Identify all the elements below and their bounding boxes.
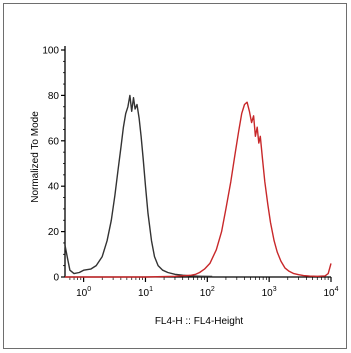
x-tick-label: 104: [323, 286, 338, 299]
x-axis-title: FL4-H :: FL4-Height: [155, 316, 244, 327]
series-2-line: [65, 101, 332, 278]
chart-frame: [3, 3, 347, 349]
y-tick-label: 60: [48, 136, 60, 147]
x-tick-label: 102: [200, 286, 215, 299]
x-tick-label: 101: [138, 286, 153, 299]
y-tick-label: 100: [42, 46, 59, 57]
y-tick-label: 20: [48, 227, 60, 238]
y-tick-label: 80: [48, 91, 60, 102]
y-axis-title: Normalized To Mode: [30, 111, 41, 203]
y-tick-label: 0: [53, 273, 59, 284]
x-tick-label: 103: [262, 286, 277, 299]
y-tick-label: 40: [48, 182, 60, 193]
x-tick-label: 100: [76, 286, 91, 299]
series-1-line: [64, 94, 213, 278]
